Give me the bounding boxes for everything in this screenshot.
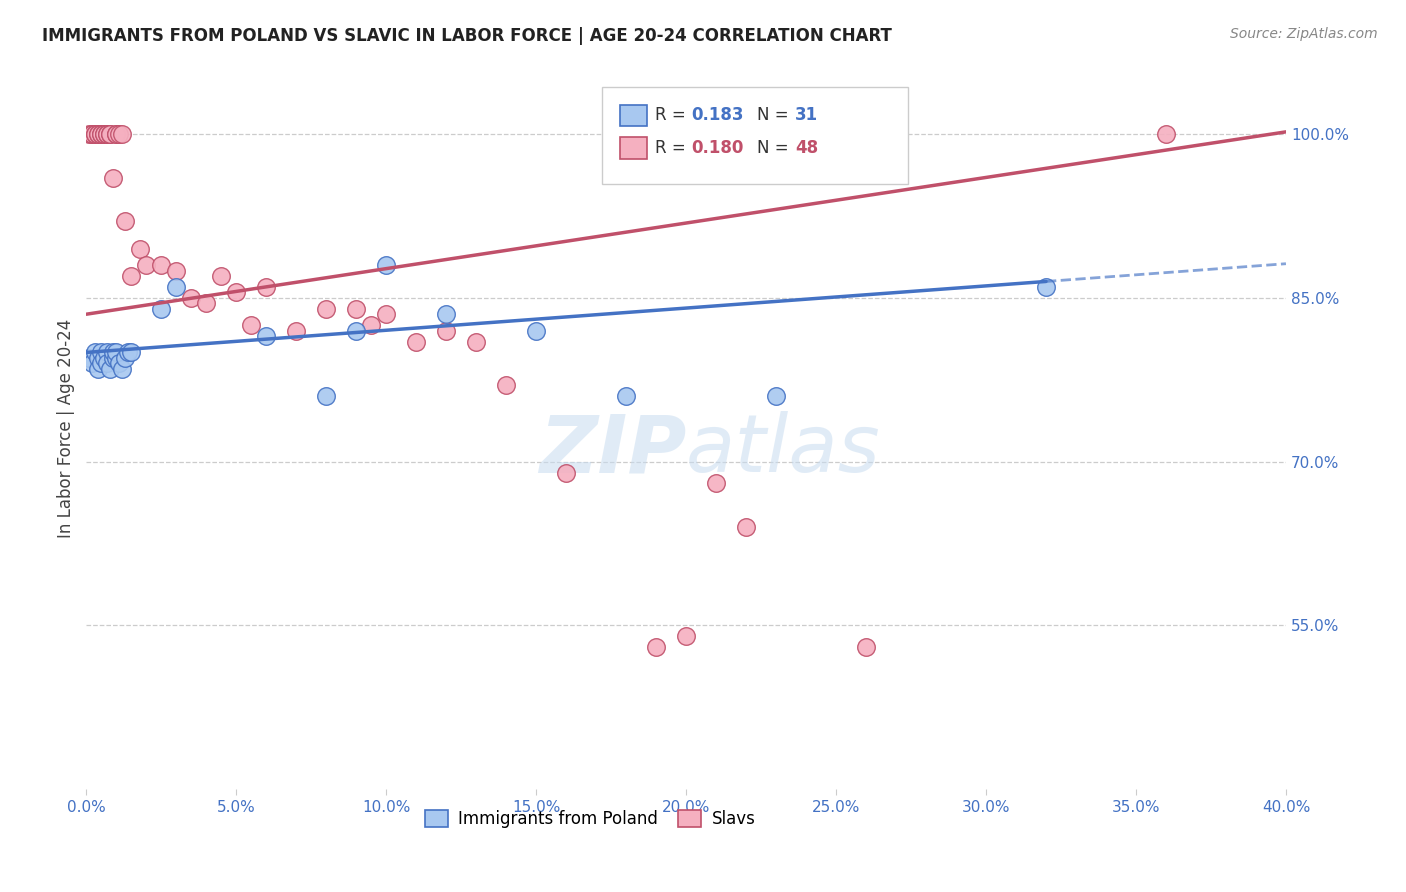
Point xyxy=(93,127,115,141)
Point xyxy=(98,361,121,376)
Point xyxy=(434,324,457,338)
Point xyxy=(114,214,136,228)
Point xyxy=(150,301,173,316)
Point xyxy=(98,127,121,141)
Point xyxy=(225,285,247,300)
Point xyxy=(114,351,136,365)
Point xyxy=(84,127,107,141)
Point xyxy=(315,301,337,316)
Text: R =: R = xyxy=(655,106,690,124)
Point xyxy=(375,258,398,272)
Point xyxy=(105,127,128,141)
Point xyxy=(180,291,202,305)
Point xyxy=(87,127,110,141)
Point xyxy=(434,307,457,321)
Point xyxy=(82,127,104,141)
Point xyxy=(285,324,308,338)
Point xyxy=(195,296,218,310)
Point xyxy=(614,389,637,403)
Point xyxy=(96,345,118,359)
FancyBboxPatch shape xyxy=(620,137,647,159)
Point xyxy=(165,263,187,277)
Point xyxy=(82,127,104,141)
Point xyxy=(495,378,517,392)
Point xyxy=(103,170,125,185)
Point xyxy=(735,520,758,534)
Point xyxy=(93,351,115,365)
Point xyxy=(254,329,277,343)
Text: atlas: atlas xyxy=(686,411,882,490)
Point xyxy=(84,345,107,359)
Text: 0.183: 0.183 xyxy=(690,106,744,124)
Point xyxy=(254,280,277,294)
Text: IMMIGRANTS FROM POLAND VS SLAVIC IN LABOR FORCE | AGE 20-24 CORRELATION CHART: IMMIGRANTS FROM POLAND VS SLAVIC IN LABO… xyxy=(42,27,891,45)
Point xyxy=(555,466,578,480)
Point xyxy=(111,127,134,141)
Y-axis label: In Labor Force | Age 20-24: In Labor Force | Age 20-24 xyxy=(58,319,75,539)
Point xyxy=(90,356,112,370)
Point xyxy=(103,345,125,359)
Point xyxy=(209,268,232,283)
Point xyxy=(87,351,110,365)
Point xyxy=(87,127,110,141)
Text: N =: N = xyxy=(756,106,794,124)
Point xyxy=(765,389,787,403)
Point xyxy=(90,127,112,141)
Point xyxy=(117,345,139,359)
Point xyxy=(645,640,668,655)
Point xyxy=(855,640,877,655)
Point xyxy=(87,361,110,376)
Point xyxy=(150,258,173,272)
FancyBboxPatch shape xyxy=(620,104,647,126)
Point xyxy=(524,324,547,338)
Point xyxy=(108,127,131,141)
Point xyxy=(1035,280,1057,294)
Point xyxy=(90,345,112,359)
Point xyxy=(111,361,134,376)
Point xyxy=(1154,127,1177,141)
Text: N =: N = xyxy=(756,139,794,157)
Point xyxy=(93,127,115,141)
Point xyxy=(405,334,427,349)
Point xyxy=(315,389,337,403)
Legend: Immigrants from Poland, Slavs: Immigrants from Poland, Slavs xyxy=(418,804,762,835)
Point xyxy=(90,127,112,141)
Point xyxy=(105,127,128,141)
Point xyxy=(360,318,382,332)
Point xyxy=(96,356,118,370)
Text: 0.180: 0.180 xyxy=(690,139,744,157)
Point xyxy=(135,258,157,272)
Point xyxy=(84,127,107,141)
Point xyxy=(165,280,187,294)
Point xyxy=(344,324,367,338)
Point xyxy=(96,127,118,141)
Point xyxy=(120,268,142,283)
Point xyxy=(704,476,727,491)
Point xyxy=(129,242,152,256)
Text: ZIP: ZIP xyxy=(538,411,686,490)
Point xyxy=(96,127,118,141)
Point xyxy=(103,351,125,365)
Point xyxy=(79,127,101,141)
Text: 31: 31 xyxy=(796,106,818,124)
Point xyxy=(82,356,104,370)
Point xyxy=(79,351,101,365)
Point xyxy=(105,351,128,365)
Point xyxy=(240,318,263,332)
Text: 48: 48 xyxy=(796,139,818,157)
Point xyxy=(675,629,697,643)
Text: Source: ZipAtlas.com: Source: ZipAtlas.com xyxy=(1230,27,1378,41)
Point xyxy=(465,334,488,349)
Text: R =: R = xyxy=(655,139,690,157)
Point xyxy=(108,356,131,370)
Point xyxy=(375,307,398,321)
Point xyxy=(98,127,121,141)
Point xyxy=(105,345,128,359)
Point xyxy=(344,301,367,316)
Point xyxy=(120,345,142,359)
FancyBboxPatch shape xyxy=(602,87,908,184)
